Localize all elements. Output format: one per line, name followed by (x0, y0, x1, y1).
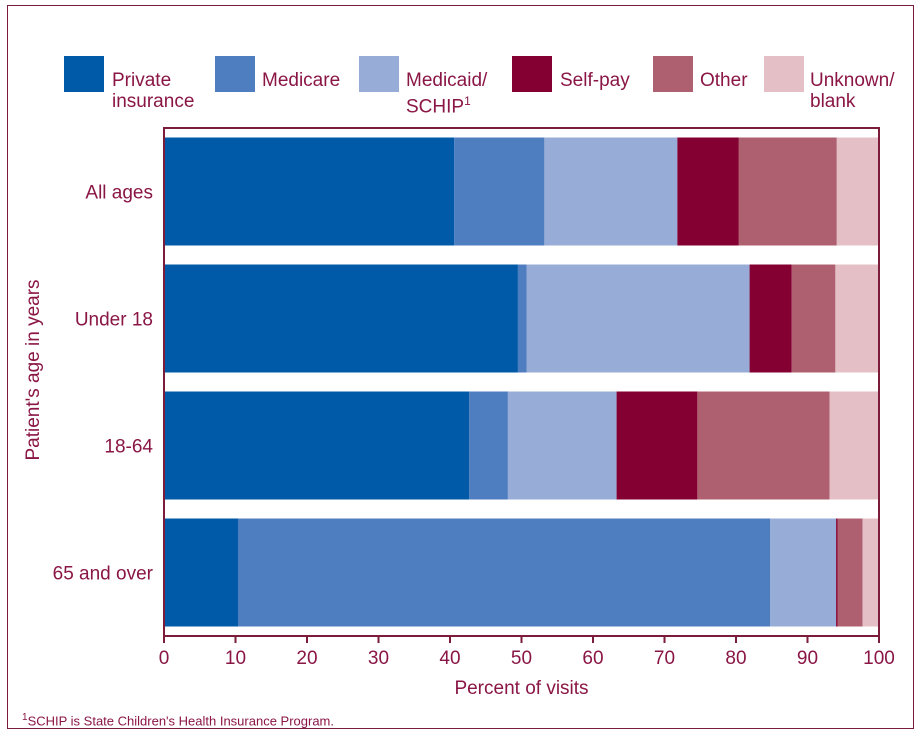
legend-swatch-unknown-blank (764, 56, 804, 92)
bar-18-64-unknown-blank (829, 391, 879, 500)
y-tick-label-65-and-over: 65 and over (53, 564, 154, 585)
y-tick-label-under-18: Under 18 (75, 310, 153, 331)
legend-label-medicare: Medicare (262, 70, 341, 91)
bar-all-ages-medicare (454, 137, 545, 246)
bar-18-64-self-pay (616, 391, 698, 500)
y-tick-label-18-64: 18-64 (104, 437, 153, 458)
y-axis-title: Patient's age in years (23, 279, 44, 460)
bar-18-64-medicaid-schip (507, 391, 617, 500)
bar-under-18-private-insurance (164, 264, 518, 373)
bars-layer (164, 137, 879, 627)
legend-swatch-other (653, 56, 693, 92)
legend-label-other: Other (700, 70, 748, 91)
footnote-text: SCHIP is State Children's Health Insuran… (27, 713, 334, 729)
bar-under-18-unknown-blank (835, 264, 879, 373)
legend-swatch-medicare (215, 56, 255, 92)
x-tick-label-0: 0 (159, 648, 170, 669)
bar-under-18-medicaid-schip (526, 264, 750, 373)
bar-under-18-other (791, 264, 836, 373)
x-tick-label-90: 90 (797, 648, 818, 669)
bar-all-ages-other (738, 137, 837, 246)
x-tick-label-100: 100 (863, 648, 895, 669)
bar-65-and-over-private-insurance (164, 518, 239, 627)
x-tick-label-10: 10 (225, 648, 246, 669)
bar-all-ages-medicaid-schip (544, 137, 678, 246)
bar-65-and-over-self-pay (836, 518, 838, 627)
bar-under-18-self-pay (749, 264, 792, 373)
bar-18-64-private-insurance (164, 391, 470, 500)
y-axis-category-labels: All ages Under 18 18-64 65 and over (53, 183, 154, 585)
legend-swatch-self-pay (512, 56, 552, 92)
x-tick-label-60: 60 (582, 648, 603, 669)
legend-label-unknown-blank: Unknown/blank (810, 70, 895, 112)
x-tick-label-20: 20 (296, 648, 317, 669)
x-axis-title: Percent of visits (454, 678, 588, 699)
bar-65-and-over-unknown-blank (862, 518, 879, 627)
x-tick-label-40: 40 (439, 648, 460, 669)
legend-label-medicaid-schip: Medicaid/SCHIP1 (406, 70, 488, 118)
bar-65-and-over-other (837, 518, 863, 627)
bar-all-ages-private-insurance (164, 137, 455, 246)
bar-all-ages-unknown-blank (836, 137, 879, 246)
footnote-marker: 1 (22, 712, 28, 723)
x-tick-label-30: 30 (368, 648, 389, 669)
x-tick-label-50: 50 (511, 648, 532, 669)
figure-frame (7, 5, 914, 729)
x-axis-ticks: 0 10 20 30 40 50 60 70 80 90 100 (159, 636, 895, 669)
legend-label-private-insurance: Private insurance (112, 70, 195, 112)
bar-65-and-over-medicare (238, 518, 771, 627)
y-tick-label-all-ages: All ages (85, 183, 153, 204)
legend-swatch-medicaid-schip (359, 56, 399, 92)
x-tick-label-70: 70 (654, 648, 675, 669)
bar-18-64-other (697, 391, 830, 500)
legend-swatch-private-insurance (64, 56, 104, 92)
footnote: 1SCHIP is State Children's Health Insura… (22, 712, 334, 728)
bar-18-64-medicare (469, 391, 508, 500)
bar-65-and-over-medicaid-schip (770, 518, 837, 627)
bar-all-ages-self-pay (677, 137, 739, 246)
x-tick-label-80: 80 (725, 648, 746, 669)
legend-label-self-pay: Self-pay (560, 70, 630, 91)
bar-under-18-medicare (517, 264, 527, 373)
